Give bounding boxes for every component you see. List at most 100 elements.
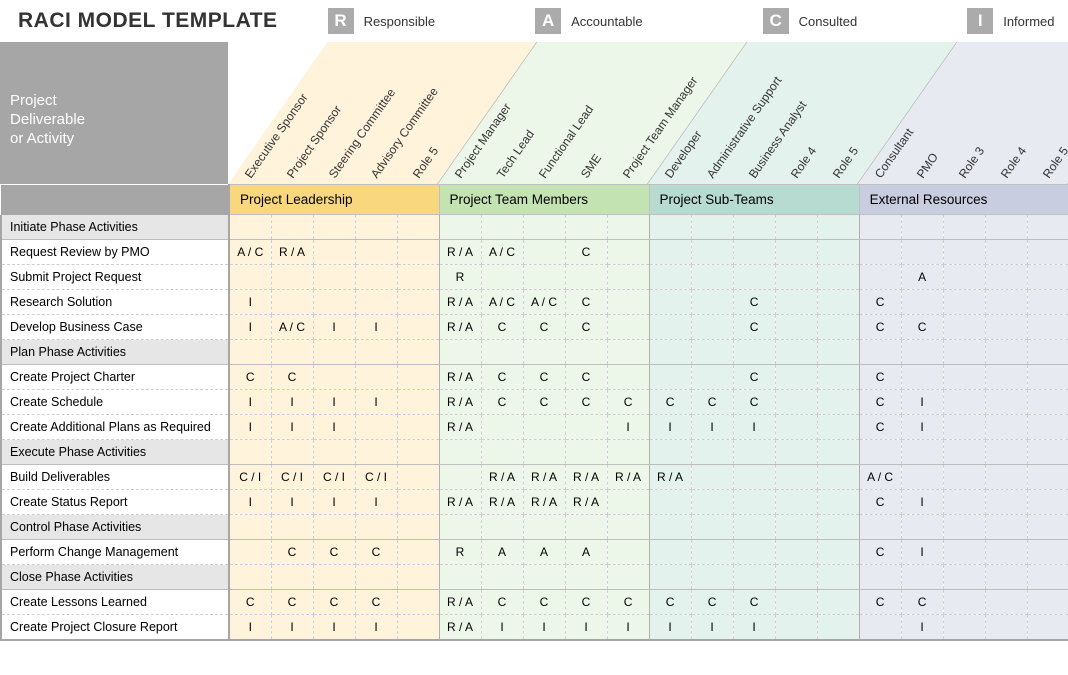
cell: I (229, 490, 271, 515)
cell (1027, 215, 1068, 240)
cell (943, 240, 985, 265)
cell: R / A (439, 315, 481, 340)
cell (775, 340, 817, 365)
cell (817, 490, 859, 515)
cell (859, 440, 901, 465)
cell (985, 465, 1027, 490)
cell (313, 240, 355, 265)
cell (817, 315, 859, 340)
legend: RResponsibleAAccountableCConsultedIInfor… (328, 8, 1055, 34)
cell (1027, 315, 1068, 340)
cell: R / A (439, 365, 481, 390)
activity-label: Create Schedule (1, 390, 229, 415)
cell (565, 565, 607, 590)
cell: C (733, 590, 775, 615)
cell (985, 240, 1027, 265)
cell: C (481, 315, 523, 340)
cell: I (733, 615, 775, 640)
cell: C (565, 240, 607, 265)
cell (1027, 615, 1068, 640)
cell (691, 490, 733, 515)
cell (775, 365, 817, 390)
cell: R / A (481, 490, 523, 515)
legend-badge: C (763, 8, 789, 34)
cell (733, 340, 775, 365)
data-row: Submit Project RequestRA (1, 265, 1068, 290)
data-row: Create Additional Plans as RequiredIIIR … (1, 415, 1068, 440)
cell: I (313, 415, 355, 440)
cell (691, 315, 733, 340)
cell (733, 540, 775, 565)
cell (565, 415, 607, 440)
cell: C (859, 290, 901, 315)
phase-label: Control Phase Activities (1, 515, 229, 540)
cell (817, 440, 859, 465)
cell (775, 515, 817, 540)
cell: I (901, 615, 943, 640)
cell: C (901, 315, 943, 340)
cell (985, 365, 1027, 390)
cell: C (523, 315, 565, 340)
cell (943, 340, 985, 365)
cell (1027, 565, 1068, 590)
cell (1027, 490, 1068, 515)
cell: I (271, 490, 313, 515)
phase-label: Initiate Phase Activities (1, 215, 229, 240)
cell (817, 340, 859, 365)
cell (691, 540, 733, 565)
data-row: Request Review by PMOA / CR / AR / AA / … (1, 240, 1068, 265)
cell (607, 365, 649, 390)
cell: I (901, 490, 943, 515)
cell (733, 565, 775, 590)
cell (1027, 240, 1068, 265)
cell (859, 265, 901, 290)
phase-row: Execute Phase Activities (1, 440, 1068, 465)
cell: I (733, 415, 775, 440)
cell: C (565, 390, 607, 415)
cell: A / C (859, 465, 901, 490)
cell (397, 465, 439, 490)
cell (271, 565, 313, 590)
cell (439, 440, 481, 465)
cell: C (733, 315, 775, 340)
cell (985, 590, 1027, 615)
cell: C (859, 315, 901, 340)
cell (565, 265, 607, 290)
cell: I (901, 415, 943, 440)
cell (397, 390, 439, 415)
cell (271, 290, 313, 315)
cell (985, 315, 1027, 340)
cell (901, 440, 943, 465)
cell (607, 215, 649, 240)
cell (901, 365, 943, 390)
cell: C (691, 390, 733, 415)
cell (901, 340, 943, 365)
cell (607, 340, 649, 365)
cell (817, 290, 859, 315)
cell (817, 565, 859, 590)
cell (985, 290, 1027, 315)
cell (649, 215, 691, 240)
cell (439, 340, 481, 365)
cell: I (691, 615, 733, 640)
cell (817, 365, 859, 390)
raci-table: Project LeadershipProject Team MembersPr… (0, 184, 1068, 641)
cell: C (481, 365, 523, 390)
cell (775, 540, 817, 565)
cell (775, 565, 817, 590)
cell (313, 565, 355, 590)
cell (397, 490, 439, 515)
cell: C / I (271, 465, 313, 490)
cell: R / A (439, 415, 481, 440)
group-header: Project Sub-Teams (649, 185, 859, 215)
phase-row: Control Phase Activities (1, 515, 1068, 540)
cell: I (607, 415, 649, 440)
data-row: Create Project CharterCCR / ACCCCC (1, 365, 1068, 390)
cell (313, 440, 355, 465)
cell (943, 365, 985, 390)
cell (607, 515, 649, 540)
cell (775, 590, 817, 615)
cell (439, 565, 481, 590)
cell (943, 490, 985, 515)
cell (229, 265, 271, 290)
